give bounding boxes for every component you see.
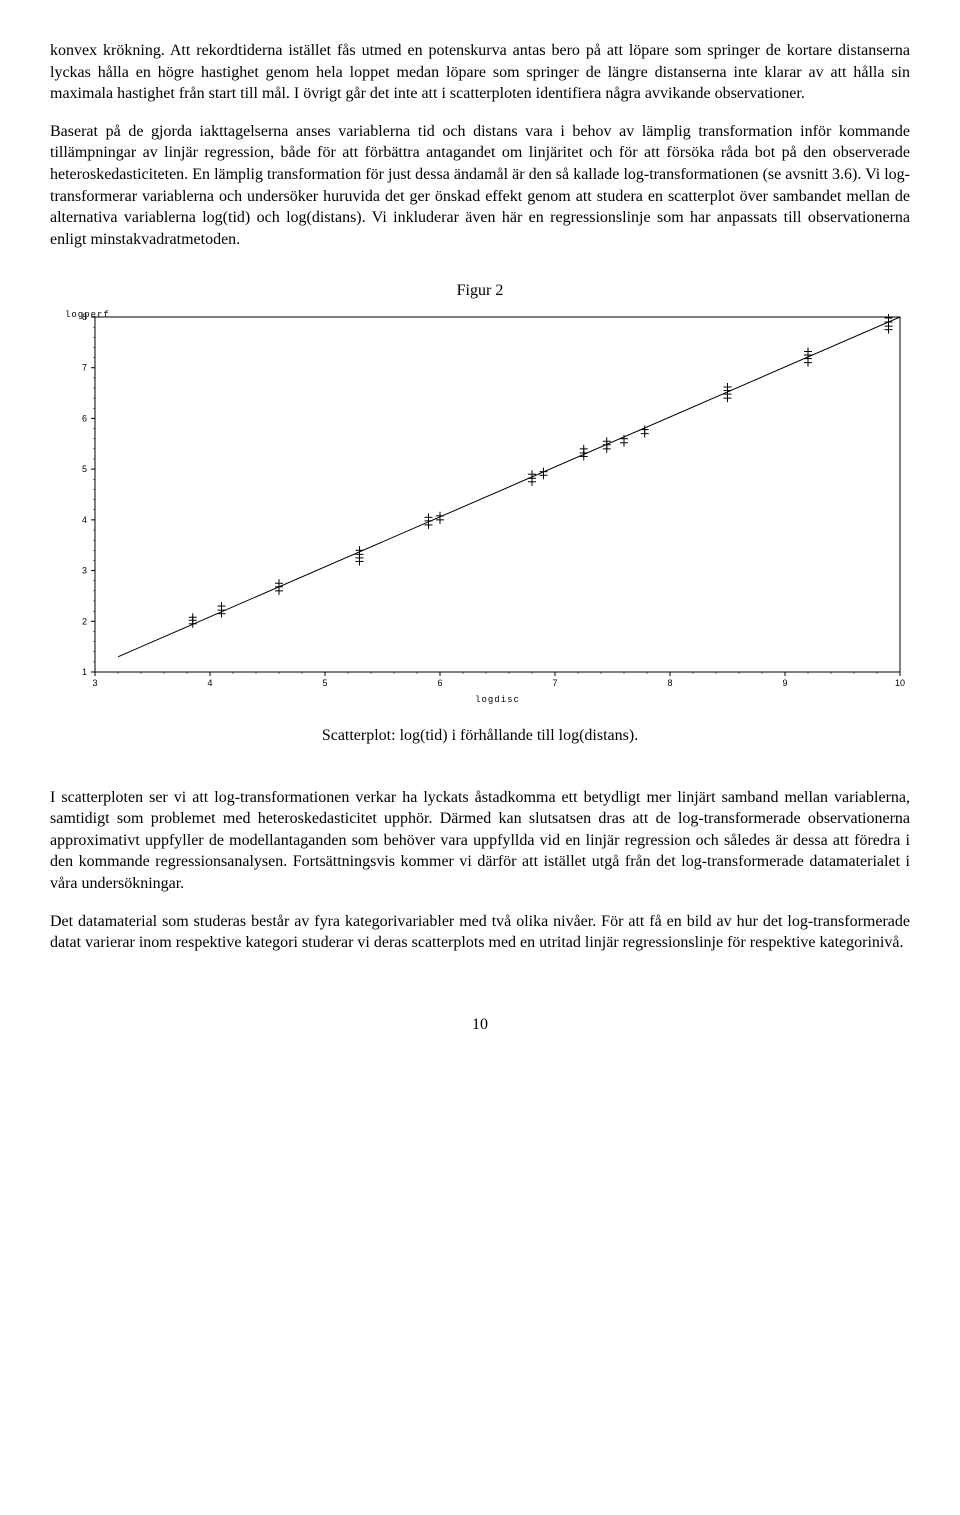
chart-title: Figur 2 [50,280,910,302]
paragraph-1: konvex krökning. Att rekordtiderna istäl… [50,40,910,105]
svg-text:5: 5 [82,464,87,474]
svg-text:8: 8 [667,678,672,688]
svg-text:7: 7 [82,363,87,373]
svg-text:9: 9 [782,678,787,688]
svg-text:7: 7 [552,678,557,688]
svg-text:6: 6 [82,413,87,423]
svg-text:5: 5 [322,678,327,688]
paragraph-2: Baserat på de gjorda iakttagelserna anse… [50,121,910,251]
svg-text:logperf: logperf [65,310,110,320]
scatter-svg: 34567891012345678logperflogdisc [50,307,910,707]
svg-text:4: 4 [207,678,212,688]
svg-text:3: 3 [82,566,87,576]
svg-text:6: 6 [437,678,442,688]
svg-text:10: 10 [895,678,905,688]
svg-text:4: 4 [82,515,87,525]
scatter-chart: 34567891012345678logperflogdisc [50,307,910,707]
svg-text:1: 1 [82,667,87,677]
paragraph-3: I scatterploten ser vi att log-transform… [50,787,910,895]
svg-text:2: 2 [82,616,87,626]
page-number: 10 [50,1014,910,1036]
paragraph-4: Det datamaterial som studeras består av … [50,911,910,954]
svg-text:logdisc: logdisc [475,695,520,705]
chart-caption: Scatterplot: log(tid) i förhållande till… [50,725,910,747]
svg-text:3: 3 [92,678,97,688]
